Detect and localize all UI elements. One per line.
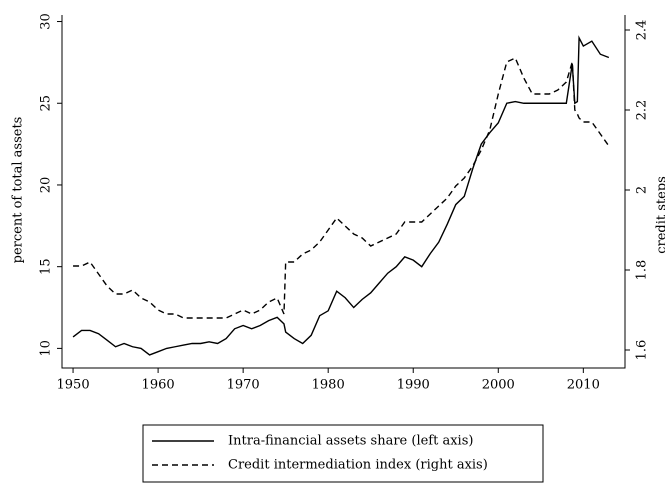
legend-label: Intra-financial assets share (left axis): [228, 434, 473, 449]
x-tick-label: 1950: [57, 378, 90, 393]
x-tick-label: 1980: [312, 378, 345, 393]
x-tick-label: 2000: [482, 378, 515, 393]
y-tick-label: 25: [39, 95, 54, 112]
legend-box: [142, 424, 544, 483]
y-tick-label: 20: [39, 177, 54, 194]
series-line: [72, 35, 610, 356]
y-tick-label: 10: [39, 340, 54, 357]
y2-tick-label: 2: [635, 186, 650, 194]
y-tick-label: 15: [39, 258, 54, 275]
y2-tick-label: 2.2: [635, 100, 650, 121]
y2-tick-label: 1.8: [635, 260, 650, 281]
series-line: [73, 57, 610, 319]
x-tick-label: 1970: [227, 378, 260, 393]
y-tick-label: 30: [39, 13, 54, 30]
y2-axis-label: credit steps: [655, 176, 665, 254]
x-tick-label: 2010: [567, 378, 600, 393]
x-tick-label: 1960: [142, 378, 175, 393]
legend-label: Credit intermediation index (right axis): [228, 458, 488, 473]
y2-tick-label: 2.4: [635, 20, 650, 41]
y-axis-label: percent of total assets: [11, 117, 26, 264]
y2-tick-label: 1.6: [635, 340, 650, 361]
x-tick-label: 1990: [397, 378, 430, 393]
axes: [61, 15, 626, 369]
